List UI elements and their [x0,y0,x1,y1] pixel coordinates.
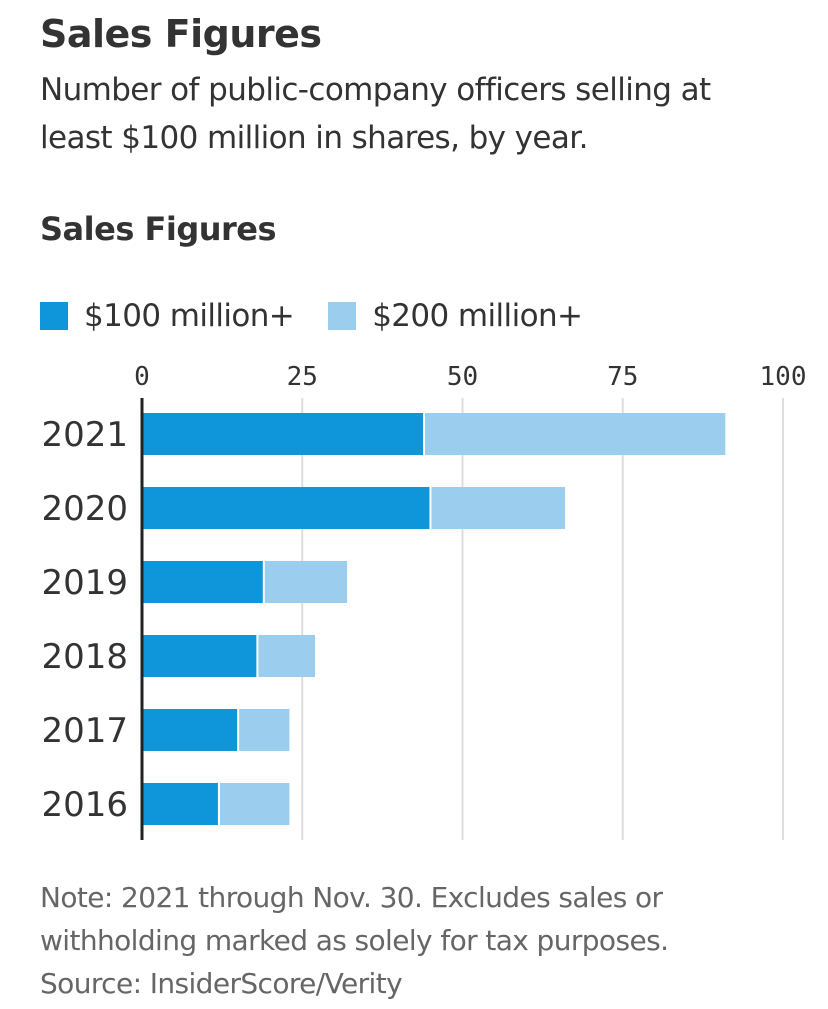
x-tick-label-50: 50 [447,362,478,392]
bar-2016-series-1 [142,783,219,825]
y-tick-label-2017: 2017 [41,711,128,751]
note-line-1: Note: 2021 through Nov. 30. Excludes sal… [40,881,663,914]
x-tick-label-100: 100 [760,362,807,392]
bar-2018-series-2 [257,635,316,677]
legend-swatch-200m [328,302,357,330]
bar-2019-series-2 [263,561,348,603]
bar-2018-series-1 [142,635,258,677]
chart-legend: $100 million+ $200 million+ [40,292,616,340]
y-tick-label-2019: 2019 [41,563,128,603]
y-tick-label-2020: 2020 [41,489,128,529]
bar-2021-series-2 [424,413,726,455]
x-tick-label-0: 0 [134,362,150,392]
source-line: Source: InsiderScore/Verity [40,967,403,1000]
legend-label-100m: $100 million+ [84,298,295,334]
y-tick-label-2021: 2021 [41,415,128,455]
bar-2021-series-1 [142,413,425,455]
x-tick-label-75: 75 [607,362,638,392]
legend-item-100m: $100 million+ [40,298,295,334]
bar-chart: 0 25 50 75 100 2021 2020 2019 2018 2017 2016 [41,362,807,840]
bar-2016-series-2 [218,783,290,825]
bar-2017-series-1 [142,709,239,751]
page-title: Sales Figures [40,12,322,56]
bar-2017-series-2 [238,709,290,751]
subtitle-line-2: least $100 million in shares, by year. [40,120,588,156]
note-line-2: withholding marked as solely for tax pur… [40,924,669,957]
y-tick-label-2018: 2018 [41,637,128,677]
legend-label-200m: $200 million+ [372,298,583,334]
page-subtitle: Number of public-company officers sellin… [40,66,800,162]
bar-2020-series-1 [142,487,431,529]
bar-2020-series-2 [430,487,566,529]
legend-item-200m: $200 million+ [328,298,583,334]
chart-footnote: Note: 2021 through Nov. 30. Excludes sal… [40,876,800,1005]
bar-2019-series-1 [142,561,264,603]
chart-title: Sales Figures [40,210,277,248]
legend-swatch-100m [40,302,68,330]
x-tick-label-25: 25 [287,362,318,392]
subtitle-line-1: Number of public-company officers sellin… [40,72,711,108]
y-tick-label-2016: 2016 [41,785,128,825]
